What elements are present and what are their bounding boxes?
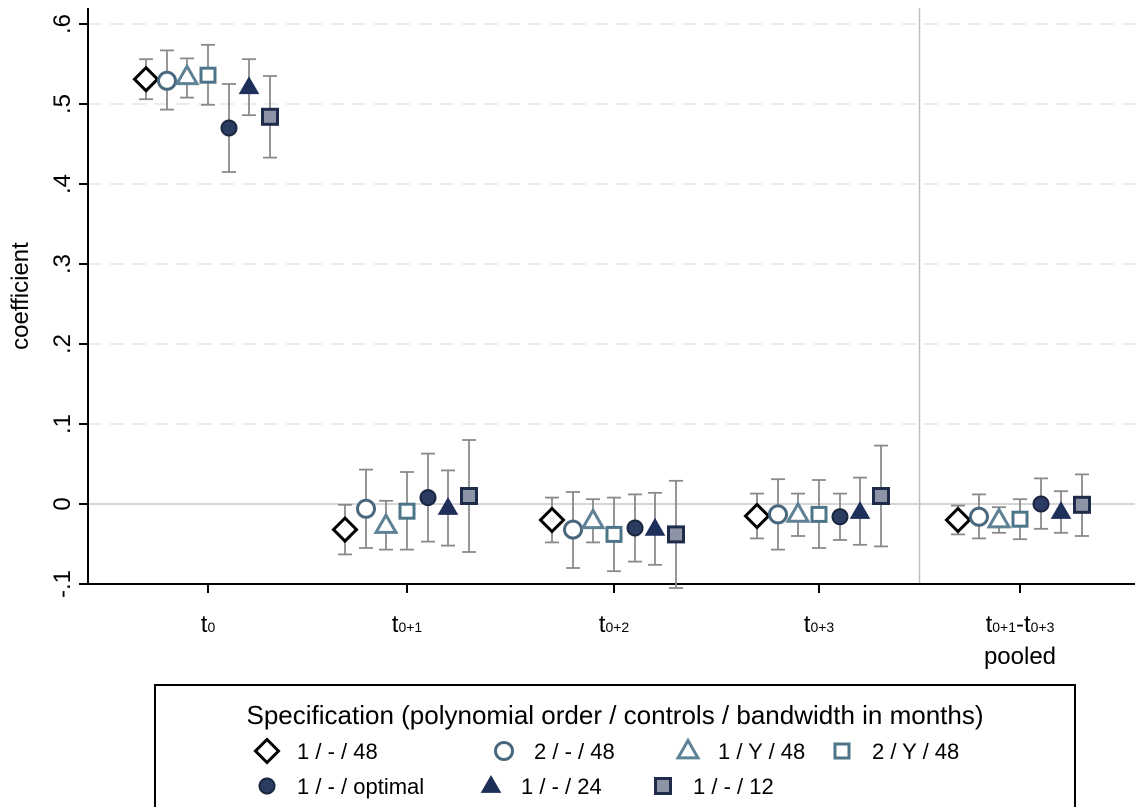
y-tick-label: .4 xyxy=(49,174,76,194)
data-point xyxy=(132,65,160,93)
legend-title: Specification (polynomial order / contro… xyxy=(246,700,983,730)
series-4 xyxy=(220,83,1050,563)
data-point xyxy=(810,505,828,523)
data-point xyxy=(580,507,606,530)
legend-item: 2 / - / 48 xyxy=(494,739,615,764)
legend-item: 1 / - / 48 xyxy=(253,737,378,765)
data-point xyxy=(644,517,666,536)
gridlines xyxy=(88,8,1135,585)
x-category-label: t0 xyxy=(201,611,216,638)
data-point xyxy=(460,487,478,505)
data-point xyxy=(398,502,416,520)
data-point xyxy=(986,506,1012,529)
x-category-label: t0+1 xyxy=(392,611,423,638)
y-tick-label: 0 xyxy=(49,497,76,510)
data-point xyxy=(768,504,788,525)
data-point xyxy=(331,515,359,544)
legend-item: 1 / - / optimal xyxy=(258,774,424,799)
y-tick-label: .1 xyxy=(49,414,76,434)
data-point xyxy=(199,66,217,84)
x-category-label: t0+3 xyxy=(804,611,835,638)
series-2 xyxy=(174,57,1012,551)
legend-label: 1 / Y / 48 xyxy=(718,739,805,764)
data-point xyxy=(261,107,279,126)
data-point xyxy=(1050,500,1072,519)
legend-label: 1 / - / 24 xyxy=(521,774,602,799)
x-category-label-line2: pooled xyxy=(984,643,1056,670)
data-point xyxy=(667,525,685,544)
data-point xyxy=(220,119,238,137)
series-0 xyxy=(132,58,972,556)
x-category-label: t0+1-t0+3 xyxy=(986,611,1055,638)
axes: -.1 0 .1 .2 .3 .4 .5 .6 coefficient t0 t0+1 t0+2 t0+… xyxy=(7,8,1135,670)
data-point xyxy=(743,502,771,530)
series-3 xyxy=(199,43,1029,573)
data-point xyxy=(1032,495,1050,513)
y-tick-label: .6 xyxy=(49,14,76,34)
legend-label: 1 / - / optimal xyxy=(297,774,424,799)
data-point xyxy=(238,76,260,95)
data-marks xyxy=(132,43,1091,589)
series-6 xyxy=(261,75,1091,589)
data-point xyxy=(1011,510,1029,528)
data-point xyxy=(944,506,972,534)
legend-box xyxy=(154,684,1076,807)
legend-item: 1 / - / 24 xyxy=(480,774,602,799)
legend-marker xyxy=(833,742,851,760)
legend-marker xyxy=(675,737,701,760)
legend-label: 2 / Y / 48 xyxy=(872,739,959,764)
y-tick-label: .3 xyxy=(49,254,76,274)
legend-label: 1 / - / 12 xyxy=(693,774,774,799)
data-point xyxy=(969,506,989,527)
y-axis-title: coefficient xyxy=(7,242,34,350)
legend-label: 1 / - / 48 xyxy=(297,739,378,764)
data-point xyxy=(174,63,200,86)
x-category-label: t0+2 xyxy=(599,611,630,638)
legend-item: 1 / - / 12 xyxy=(654,774,774,799)
data-point xyxy=(419,489,437,507)
data-point xyxy=(1073,495,1091,514)
data-point xyxy=(785,500,811,523)
y-tick-label: .5 xyxy=(49,94,76,114)
legend-marker xyxy=(494,741,514,761)
series-1 xyxy=(157,49,989,569)
legend-marker xyxy=(480,774,502,793)
data-point xyxy=(356,498,376,519)
data-point xyxy=(831,508,849,526)
legend-marker xyxy=(654,777,672,795)
data-point xyxy=(849,500,871,519)
data-point xyxy=(373,512,399,534)
legend-item: 1 / Y / 48 xyxy=(675,737,805,764)
data-point xyxy=(626,519,644,537)
data-point xyxy=(563,519,583,540)
y-tick-label: -.1 xyxy=(49,570,76,598)
data-point xyxy=(157,70,177,91)
legend-label: 2 / - / 48 xyxy=(534,739,615,764)
data-point xyxy=(437,496,459,515)
data-point xyxy=(605,525,623,543)
data-point xyxy=(872,487,890,505)
legend-item: 2 / Y / 48 xyxy=(833,739,959,764)
y-tick-label: .2 xyxy=(49,334,76,354)
legend: Specification (polynomial order / contro… xyxy=(154,684,1076,807)
data-point xyxy=(538,506,566,534)
series-5 xyxy=(238,58,1072,566)
legend-marker xyxy=(258,777,276,795)
legend-marker xyxy=(253,737,281,765)
